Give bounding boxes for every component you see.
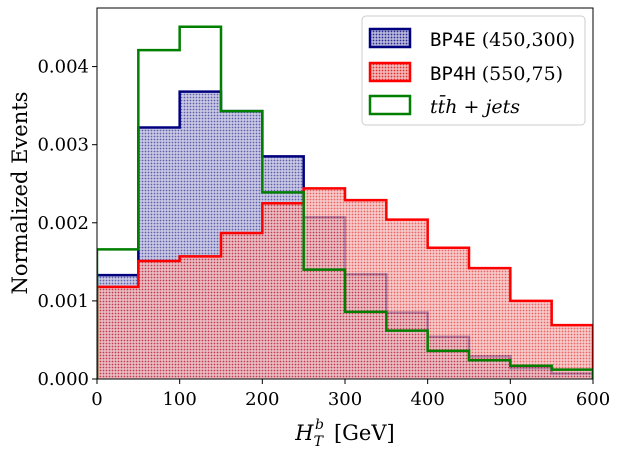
bar-bp4h-bin-8: [427, 247, 469, 379]
x-axis-label: HTb [GeV]: [294, 417, 394, 450]
y-tick-label-0: 0.000: [37, 369, 89, 390]
series-bp4h: [97, 187, 593, 379]
bar-bp4h-bin-4: [262, 203, 304, 379]
bar-bp4h-bin-1: [138, 261, 180, 379]
bar-bp4h-bin-2: [179, 256, 221, 379]
bar-bp4h-bin-0: [97, 286, 139, 379]
series-tth: [97, 25, 593, 379]
bar-bp4h-bin-7: [386, 219, 428, 379]
y-tick-label-1: 0.001: [37, 291, 89, 312]
y-tick-label-3: 0.003: [37, 135, 89, 156]
legend-label-bp4h: BP4H (550,75): [430, 63, 563, 85]
legend-swatch-bp4h: [368, 61, 412, 83]
legend-frame: [361, 15, 586, 126]
x-tick-label-300: 300: [328, 389, 362, 410]
legend-swatch-bp4e: [368, 27, 412, 49]
legend-label-bp4e: BP4E (450,300): [430, 29, 575, 51]
bar-bp4h-bin-5: [303, 188, 345, 379]
outline-tth: [97, 25, 593, 379]
x-tick-label-100: 100: [162, 389, 196, 410]
legend: BP4E (450,300) BP4H (550,75) tt̄h + jets: [361, 15, 586, 126]
y-axis: 0.000 0.001 0.002 0.003 0.004: [37, 57, 97, 390]
y-axis-label: Normalized Events: [8, 92, 32, 295]
y-tick-label-4: 0.004: [37, 57, 89, 78]
y-tick-label-2: 0.002: [37, 213, 89, 234]
bar-bp4h-bin-3: [221, 232, 263, 379]
bar-bp4h-bin-11: [551, 325, 593, 379]
x-tick-label-0: 0: [91, 389, 102, 410]
x-tick-label-500: 500: [493, 389, 527, 410]
outline-bp4h: [97, 187, 593, 379]
bar-bp4h-bin-10: [510, 300, 552, 379]
x-tick-label-400: 400: [410, 389, 444, 410]
series-layer: [97, 25, 593, 379]
bar-bp4h-bin-9: [469, 268, 511, 379]
legend-label-tth: tt̄h + jets: [430, 94, 520, 118]
bar-bp4h-bin-6: [345, 200, 387, 379]
x-axis: 0 100 200 300 400 500 600: [91, 379, 610, 410]
x-tick-label-600: 600: [576, 389, 610, 410]
legend-swatch-tth: [368, 94, 412, 116]
x-tick-label-200: 200: [245, 389, 279, 410]
